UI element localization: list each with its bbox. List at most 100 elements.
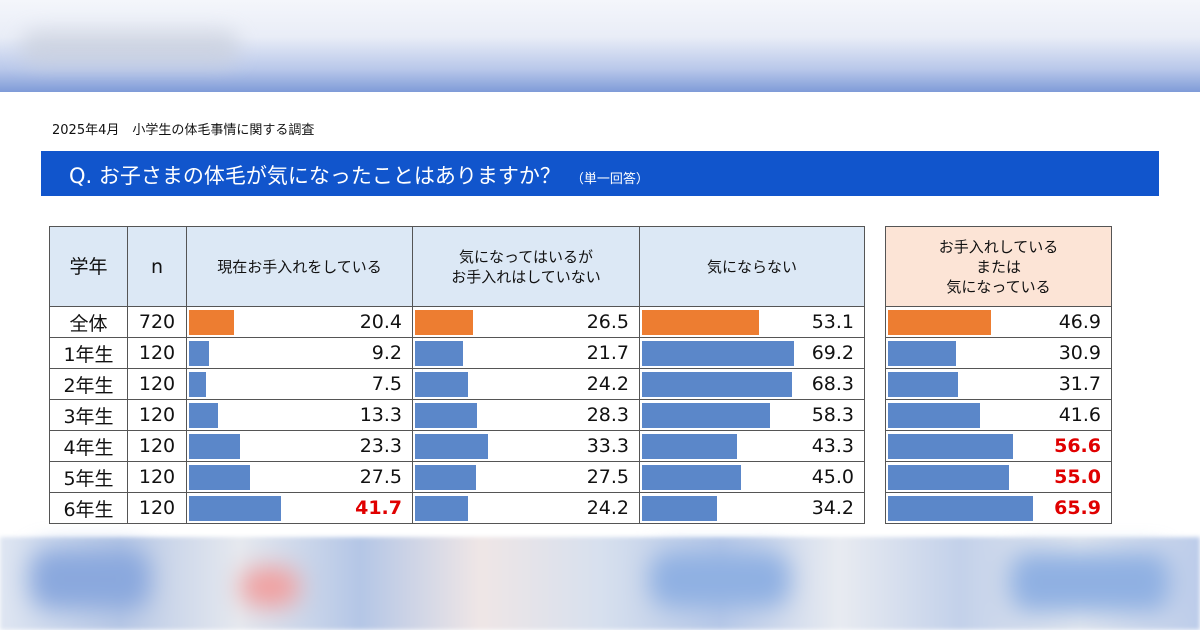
- grade-label: 1年生: [49, 337, 128, 369]
- bar-cell: 7.5: [186, 368, 413, 400]
- col2-header-line1: 気になってはいるが: [459, 247, 593, 266]
- col4-header-line2: または: [975, 257, 1021, 276]
- grade-label: 6年生: [49, 492, 128, 524]
- bar-cell: 23.3: [186, 430, 413, 462]
- bar: [415, 465, 476, 490]
- n-header: n: [127, 226, 187, 307]
- data-label: 26.5: [586, 311, 629, 333]
- data-label: 23.3: [359, 435, 402, 457]
- data-label: 34.2: [811, 497, 854, 519]
- bar: [642, 496, 717, 521]
- top-blurred-banner: [0, 0, 1200, 92]
- data-label: 27.5: [359, 466, 402, 488]
- bar: [642, 403, 770, 428]
- bar: [415, 310, 473, 335]
- combined-row: 31.7: [885, 368, 1112, 400]
- bar: [189, 372, 206, 397]
- header-row: 学年 n 現在お手入れをしている 気になってはいるが お手入れはしていない 気にな…: [49, 226, 865, 307]
- table-row: 3年生 120 13.3 28.3 58.3: [49, 399, 865, 431]
- bar: [189, 341, 209, 366]
- bar-cell: 55.0: [885, 461, 1112, 493]
- data-label: 7.5: [371, 373, 402, 395]
- blurred-shape: [240, 567, 300, 607]
- results-body: 全体 720 20.4 26.5 53.1 1年生 120 9.2 21.7 69.2 2年生 120…: [49, 306, 865, 524]
- results-table: 学年 n 現在お手入れをしている 気になってはいるが お手入れはしていない 気にな…: [49, 226, 865, 524]
- bar-cell: 31.7: [885, 368, 1112, 400]
- bar: [415, 403, 477, 428]
- grade-header: 学年: [49, 226, 128, 307]
- combined-row: 65.9: [885, 492, 1112, 524]
- data-label: 13.3: [359, 404, 402, 426]
- data-label: 33.3: [586, 435, 629, 457]
- bar: [888, 372, 958, 397]
- data-label: 21.7: [586, 342, 629, 364]
- bottom-blurred-banner: [0, 537, 1200, 630]
- combined-row: 41.6: [885, 399, 1112, 431]
- data-label: 30.9: [1058, 342, 1101, 364]
- answer-type-note: （単一回答）: [570, 172, 649, 187]
- data-label: 24.2: [586, 497, 629, 519]
- col2-header-line2: お手入れはしていない: [451, 267, 601, 286]
- bar: [642, 434, 737, 459]
- n-value: 120: [127, 461, 187, 493]
- bar: [415, 496, 468, 521]
- data-label: 55.0: [1054, 466, 1101, 488]
- data-label: 28.3: [586, 404, 629, 426]
- bar-cell: 69.2: [639, 337, 865, 369]
- question-banner: Q. お子さまの体毛が気になったことはありますか？ （単一回答）: [41, 151, 1159, 196]
- col4-header-line1: お手入れしている: [938, 237, 1059, 256]
- bar: [189, 310, 234, 335]
- bar: [642, 372, 792, 397]
- question-line: Q. お子さまの体毛が気になったことはありますか？ （単一回答）: [69, 160, 649, 190]
- bar-cell: 13.3: [186, 399, 413, 431]
- bar-cell: 26.5: [412, 306, 640, 338]
- question-text: Q. お子さまの体毛が気になったことはありますか？: [69, 164, 561, 188]
- data-label: 9.2: [371, 342, 402, 364]
- blurred-shape: [30, 549, 150, 609]
- n-value: 120: [127, 399, 187, 431]
- data-label: 53.1: [811, 311, 854, 333]
- grade-label: 全体: [49, 306, 128, 338]
- combined-row: 55.0: [885, 461, 1112, 493]
- bar-cell: 53.1: [639, 306, 865, 338]
- bar-cell: 24.2: [412, 368, 640, 400]
- combined-header-row: お手入れしている または 気になっている: [885, 226, 1112, 307]
- bar-cell: 24.2: [412, 492, 640, 524]
- data-label: 68.3: [811, 373, 854, 395]
- bar: [189, 434, 240, 459]
- table-row: 2年生 120 7.5 24.2 68.3: [49, 368, 865, 400]
- table-row: 6年生 120 41.7 24.2 34.2: [49, 492, 865, 524]
- bar-cell: 27.5: [186, 461, 413, 493]
- bar: [415, 434, 488, 459]
- table-row: 全体 720 20.4 26.5 53.1: [49, 306, 865, 338]
- data-label: 41.6: [1058, 404, 1101, 426]
- bar: [888, 496, 1033, 521]
- data-label: 58.3: [811, 404, 854, 426]
- grade-label: 4年生: [49, 430, 128, 462]
- bar: [888, 341, 956, 366]
- data-label: 46.9: [1058, 311, 1101, 333]
- bar-cell: 43.3: [639, 430, 865, 462]
- survey-title: 2025年4月 小学生の体毛事情に関する調査: [52, 123, 315, 138]
- col4-header: お手入れしている または 気になっている: [885, 226, 1112, 307]
- bar: [189, 496, 281, 521]
- n-value: 120: [127, 492, 187, 524]
- combined-row: 56.6: [885, 430, 1112, 462]
- col2-header: 気になってはいるが お手入れはしていない: [412, 226, 640, 307]
- bar-cell: 30.9: [885, 337, 1112, 369]
- bar-cell: 41.7: [186, 492, 413, 524]
- combined-row: 30.9: [885, 337, 1112, 369]
- data-label: 24.2: [586, 373, 629, 395]
- bar-cell: 56.6: [885, 430, 1112, 462]
- bar-cell: 9.2: [186, 337, 413, 369]
- bar: [888, 465, 1009, 490]
- data-label: 31.7: [1058, 373, 1101, 395]
- n-value: 120: [127, 430, 187, 462]
- bar-cell: 21.7: [412, 337, 640, 369]
- data-label: 41.7: [355, 497, 402, 519]
- data-label: 20.4: [359, 311, 402, 333]
- data-label: 69.2: [811, 342, 854, 364]
- data-label: 45.0: [811, 466, 854, 488]
- bar: [189, 465, 250, 490]
- bar-cell: 28.3: [412, 399, 640, 431]
